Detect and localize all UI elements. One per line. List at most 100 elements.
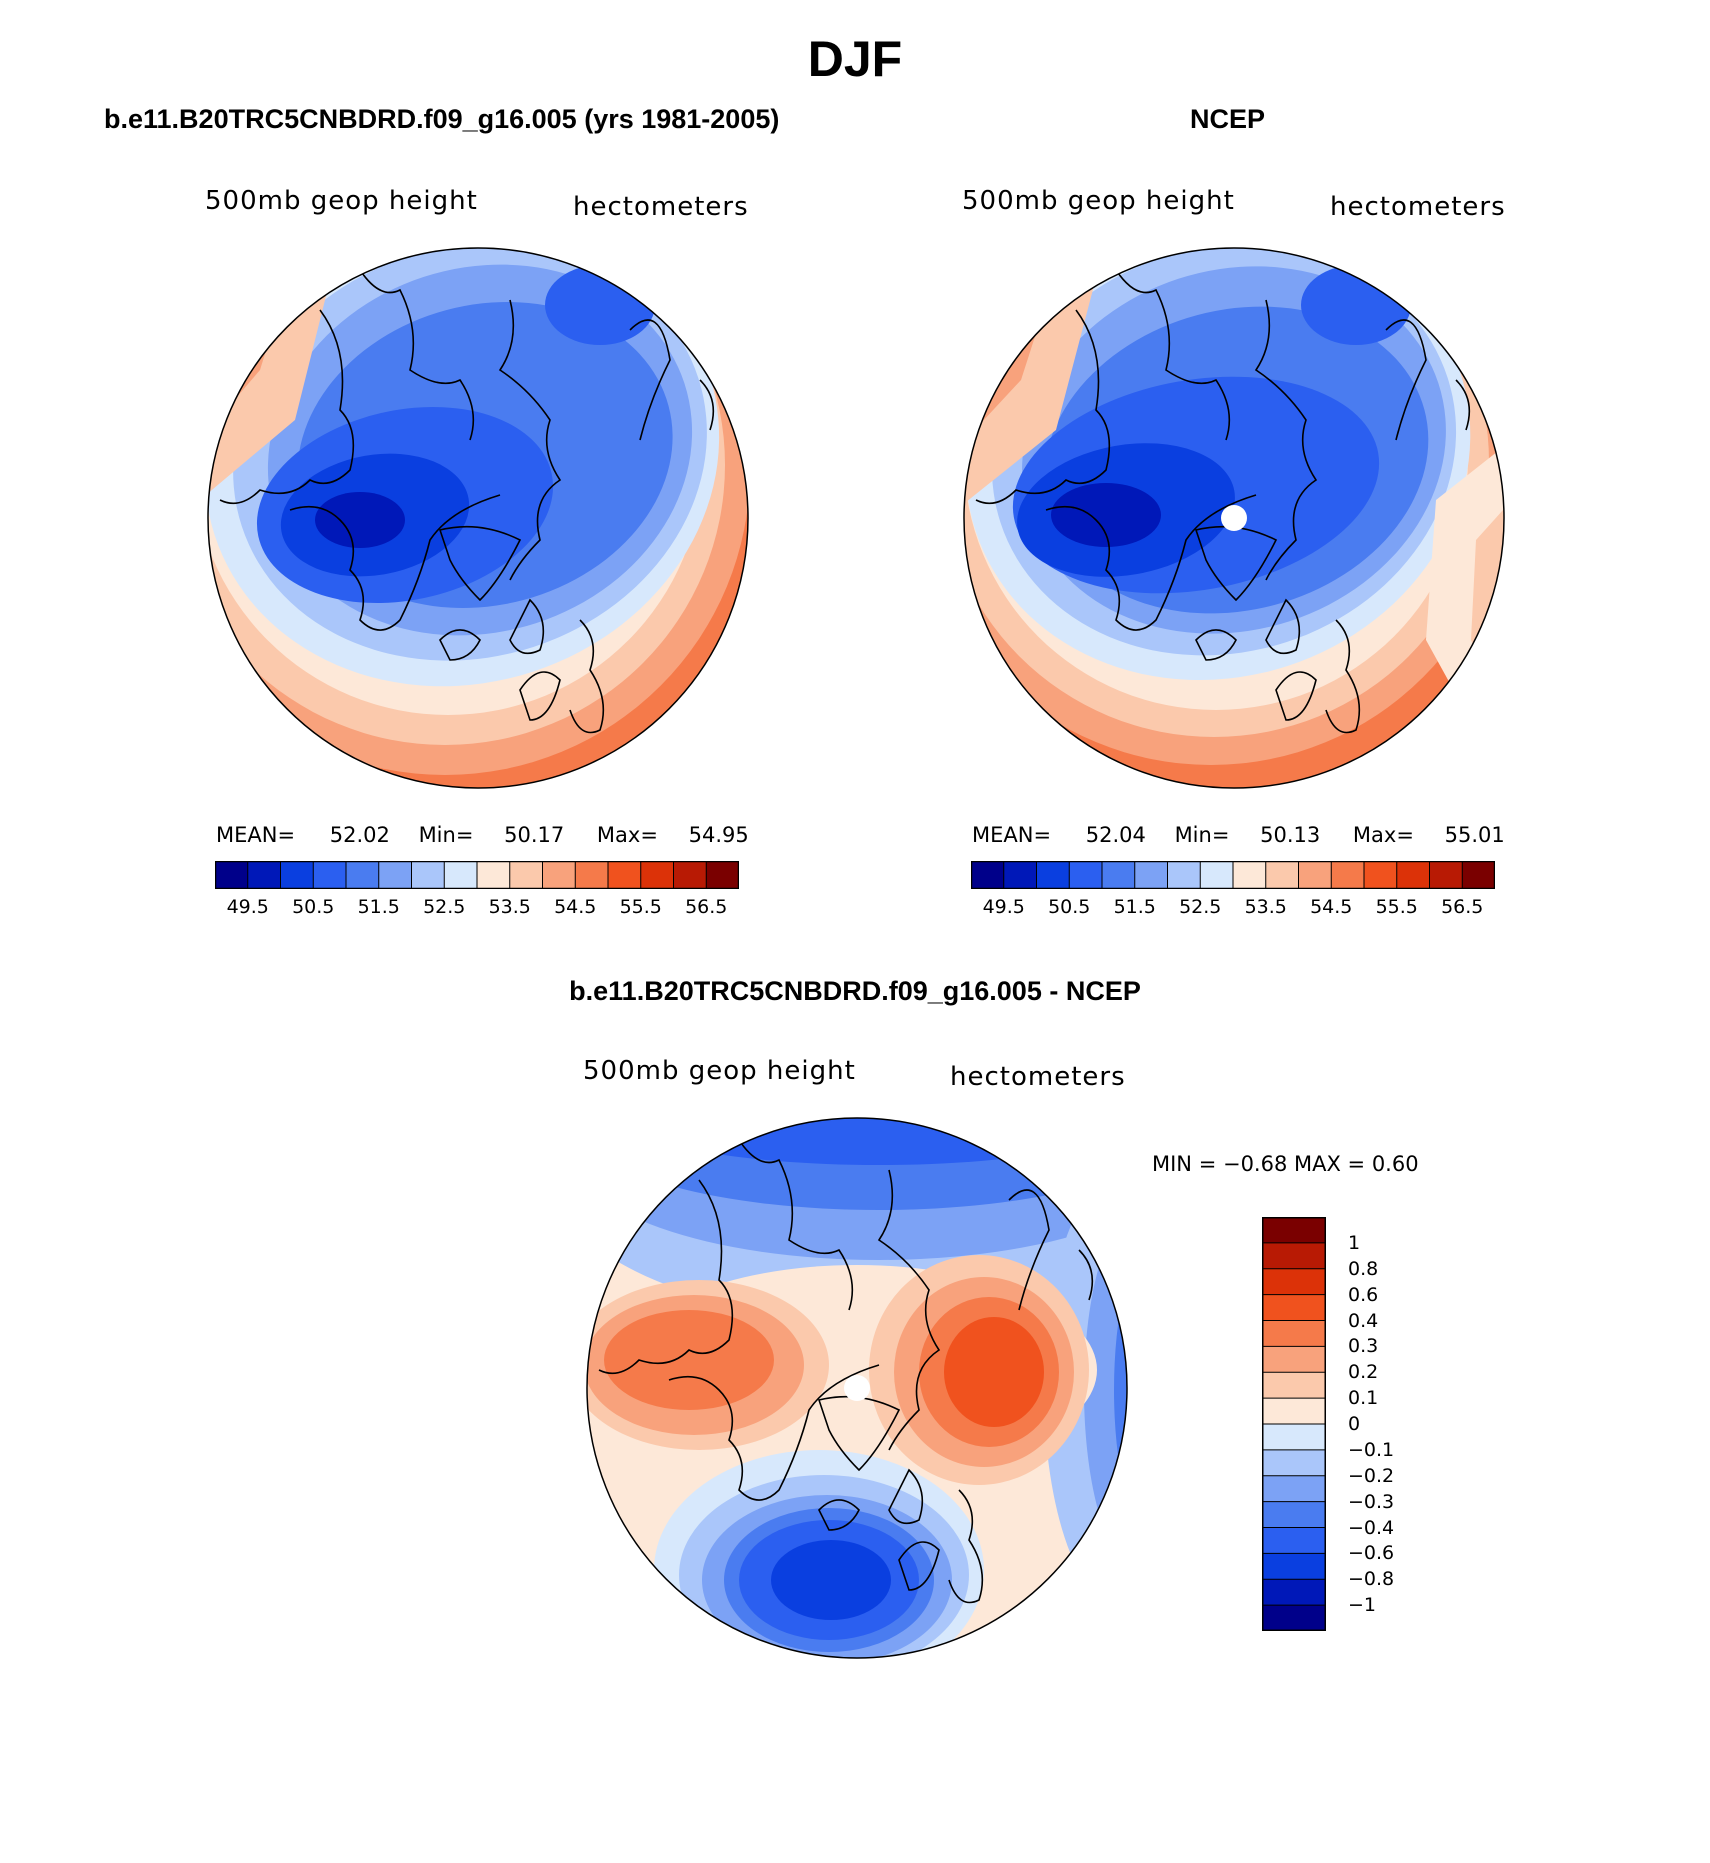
colorbar-tick-label: 0.3 (1348, 1335, 1379, 1358)
colorbar-tick-label: 56.5 (1441, 896, 1484, 918)
colorbar-swatch (313, 861, 347, 889)
colorbar-tick-label: 55.5 (619, 896, 662, 918)
colorbar-border (215, 861, 739, 889)
colorbar-swatch (444, 861, 478, 889)
colorbar-tick-label: 53.5 (1244, 896, 1287, 918)
colorbar-swatch (1069, 861, 1103, 889)
colorbar-swatch (971, 861, 1005, 889)
pole-hole (844, 1375, 870, 1401)
colorbar-tick-label: −0.1 (1348, 1438, 1395, 1461)
model-max-value: 54.95 (688, 823, 749, 847)
model-stats: MEAN= 52.02 Min= 50.17 Max= 54.95 (216, 823, 749, 847)
colorbar-tick-label: 55.5 (1375, 896, 1418, 918)
colorbar-swatch (1233, 861, 1267, 889)
coastlines (975, 269, 1471, 734)
colorbar-tick-label: 50.5 (1048, 896, 1091, 918)
colorbar-swatch (1102, 861, 1136, 889)
diff-colorbar (1262, 1217, 1326, 1631)
colorbar-tick-label: 0.6 (1348, 1283, 1379, 1306)
colorbar-tick-label: −1 (1348, 1594, 1377, 1617)
obs-panel-title: NCEP (1190, 104, 1266, 134)
obs-units-label: hectometers (1330, 192, 1506, 222)
colorbar-swatch (1262, 1268, 1326, 1296)
colorbar-swatch (673, 861, 707, 889)
colorbar-tick-label: −0.2 (1348, 1464, 1395, 1487)
obs-polar-map (963, 247, 1505, 789)
model-variable-label: 500mb geop height (205, 186, 478, 216)
colorbar-swatch (1396, 861, 1430, 889)
colorbar-swatch (1262, 1424, 1326, 1451)
colorbar-swatch (608, 861, 642, 889)
colorbar-tick-label: 52.5 (1179, 896, 1222, 918)
colorbar-tick-label: 0 (1348, 1413, 1361, 1435)
colorbar-tick-label: 1 (1348, 1231, 1361, 1254)
colorbar-swatch (1262, 1527, 1326, 1554)
colorbar-swatch (215, 861, 249, 889)
colorbar-swatch (1262, 1398, 1326, 1425)
obs-colorbar (971, 861, 1495, 889)
colorbar-tick-label: 51.5 (1113, 896, 1156, 918)
colorbar-swatch (542, 861, 576, 889)
colorbar-swatch (1265, 861, 1299, 889)
obs-min-label: Min= (1174, 823, 1230, 847)
colorbar-swatch (640, 861, 674, 889)
obs-max-value: 55.01 (1444, 823, 1505, 847)
model-max-label: Max= (596, 823, 658, 847)
model-colorbar-labels: 49.5 50.5 51.5 52.5 53.5 54.5 55.5 56.5 (215, 896, 739, 920)
model-polar-map (207, 247, 749, 789)
obs-min-value: 50.13 (1260, 823, 1321, 847)
model-colorbar (215, 861, 739, 889)
colorbar-swatch (1200, 861, 1234, 889)
model-panel-title: b.e11.B20TRC5CNBDRD.f09_g16.005 (yrs 198… (104, 104, 780, 134)
figure-title: DJF (807, 31, 903, 87)
diff-polar-map (586, 1117, 1128, 1659)
obs-stats: MEAN= 52.04 Min= 50.13 Max= 55.01 (972, 823, 1505, 847)
colorbar-swatch (346, 861, 380, 889)
colorbar-tick-label: 49.5 (226, 896, 269, 918)
colorbar-swatch (1262, 1217, 1326, 1244)
colorbar-swatch (509, 861, 543, 889)
colorbar-swatch (1462, 861, 1495, 889)
colorbar-tick-label: 0.2 (1348, 1361, 1379, 1384)
colorbar-swatch (1364, 861, 1398, 889)
colorbar-swatch (247, 861, 281, 889)
colorbar-swatch (1262, 1320, 1326, 1347)
colorbar-swatch (575, 861, 609, 889)
colorbar-swatch (1262, 1346, 1326, 1373)
colorbar-tick-label: 54.5 (1310, 896, 1353, 918)
colorbar-swatch (477, 861, 511, 889)
diff-units-label: hectometers (950, 1062, 1126, 1092)
colorbar-tick-label: 50.5 (292, 896, 335, 918)
colorbar-tick-label: −0.6 (1348, 1542, 1395, 1565)
obs-max-label: Max= (1352, 823, 1414, 847)
colorbar-tick-label: 52.5 (423, 896, 466, 918)
colorbar-swatch (1262, 1294, 1326, 1322)
colorbar-tick-label: 56.5 (685, 896, 728, 918)
colorbar-swatch (1262, 1579, 1326, 1606)
coastlines (598, 1139, 1094, 1604)
pole-hole (1221, 505, 1247, 531)
colorbar-swatch (1167, 861, 1201, 889)
model-min-value: 50.17 (504, 823, 565, 847)
colorbar-swatch (1262, 1475, 1326, 1503)
colorbar-swatch (280, 861, 314, 889)
colorbar-swatch (1331, 861, 1365, 889)
colorbar-tick-label: 0.1 (1348, 1387, 1379, 1410)
colorbar-tick-label: 0.4 (1348, 1309, 1379, 1332)
colorbar-tick-label: 51.5 (357, 896, 400, 918)
coastlines (219, 269, 715, 734)
colorbar-swatch (706, 861, 739, 889)
diff-panel-title: b.e11.B20TRC5CNBDRD.f09_g16.005 - NCEP (569, 976, 1141, 1006)
diff-minmax: MIN = −0.68 MAX = 0.60 (1152, 1152, 1419, 1176)
diff-variable-label: 500mb geop height (583, 1056, 856, 1086)
colorbar-swatch (1262, 1553, 1326, 1580)
colorbar-swatch (1262, 1501, 1326, 1529)
colorbar-swatch (1262, 1372, 1326, 1399)
model-units-label: hectometers (573, 192, 749, 222)
model-mean-label: MEAN= (216, 823, 296, 847)
colorbar-border (971, 861, 1495, 889)
colorbar-swatch (378, 861, 412, 889)
colorbar-swatch (1429, 861, 1463, 889)
colorbar-swatch (1298, 861, 1332, 889)
obs-colorbar-labels: 49.5 50.5 51.5 52.5 53.5 54.5 55.5 56.5 (971, 896, 1495, 920)
